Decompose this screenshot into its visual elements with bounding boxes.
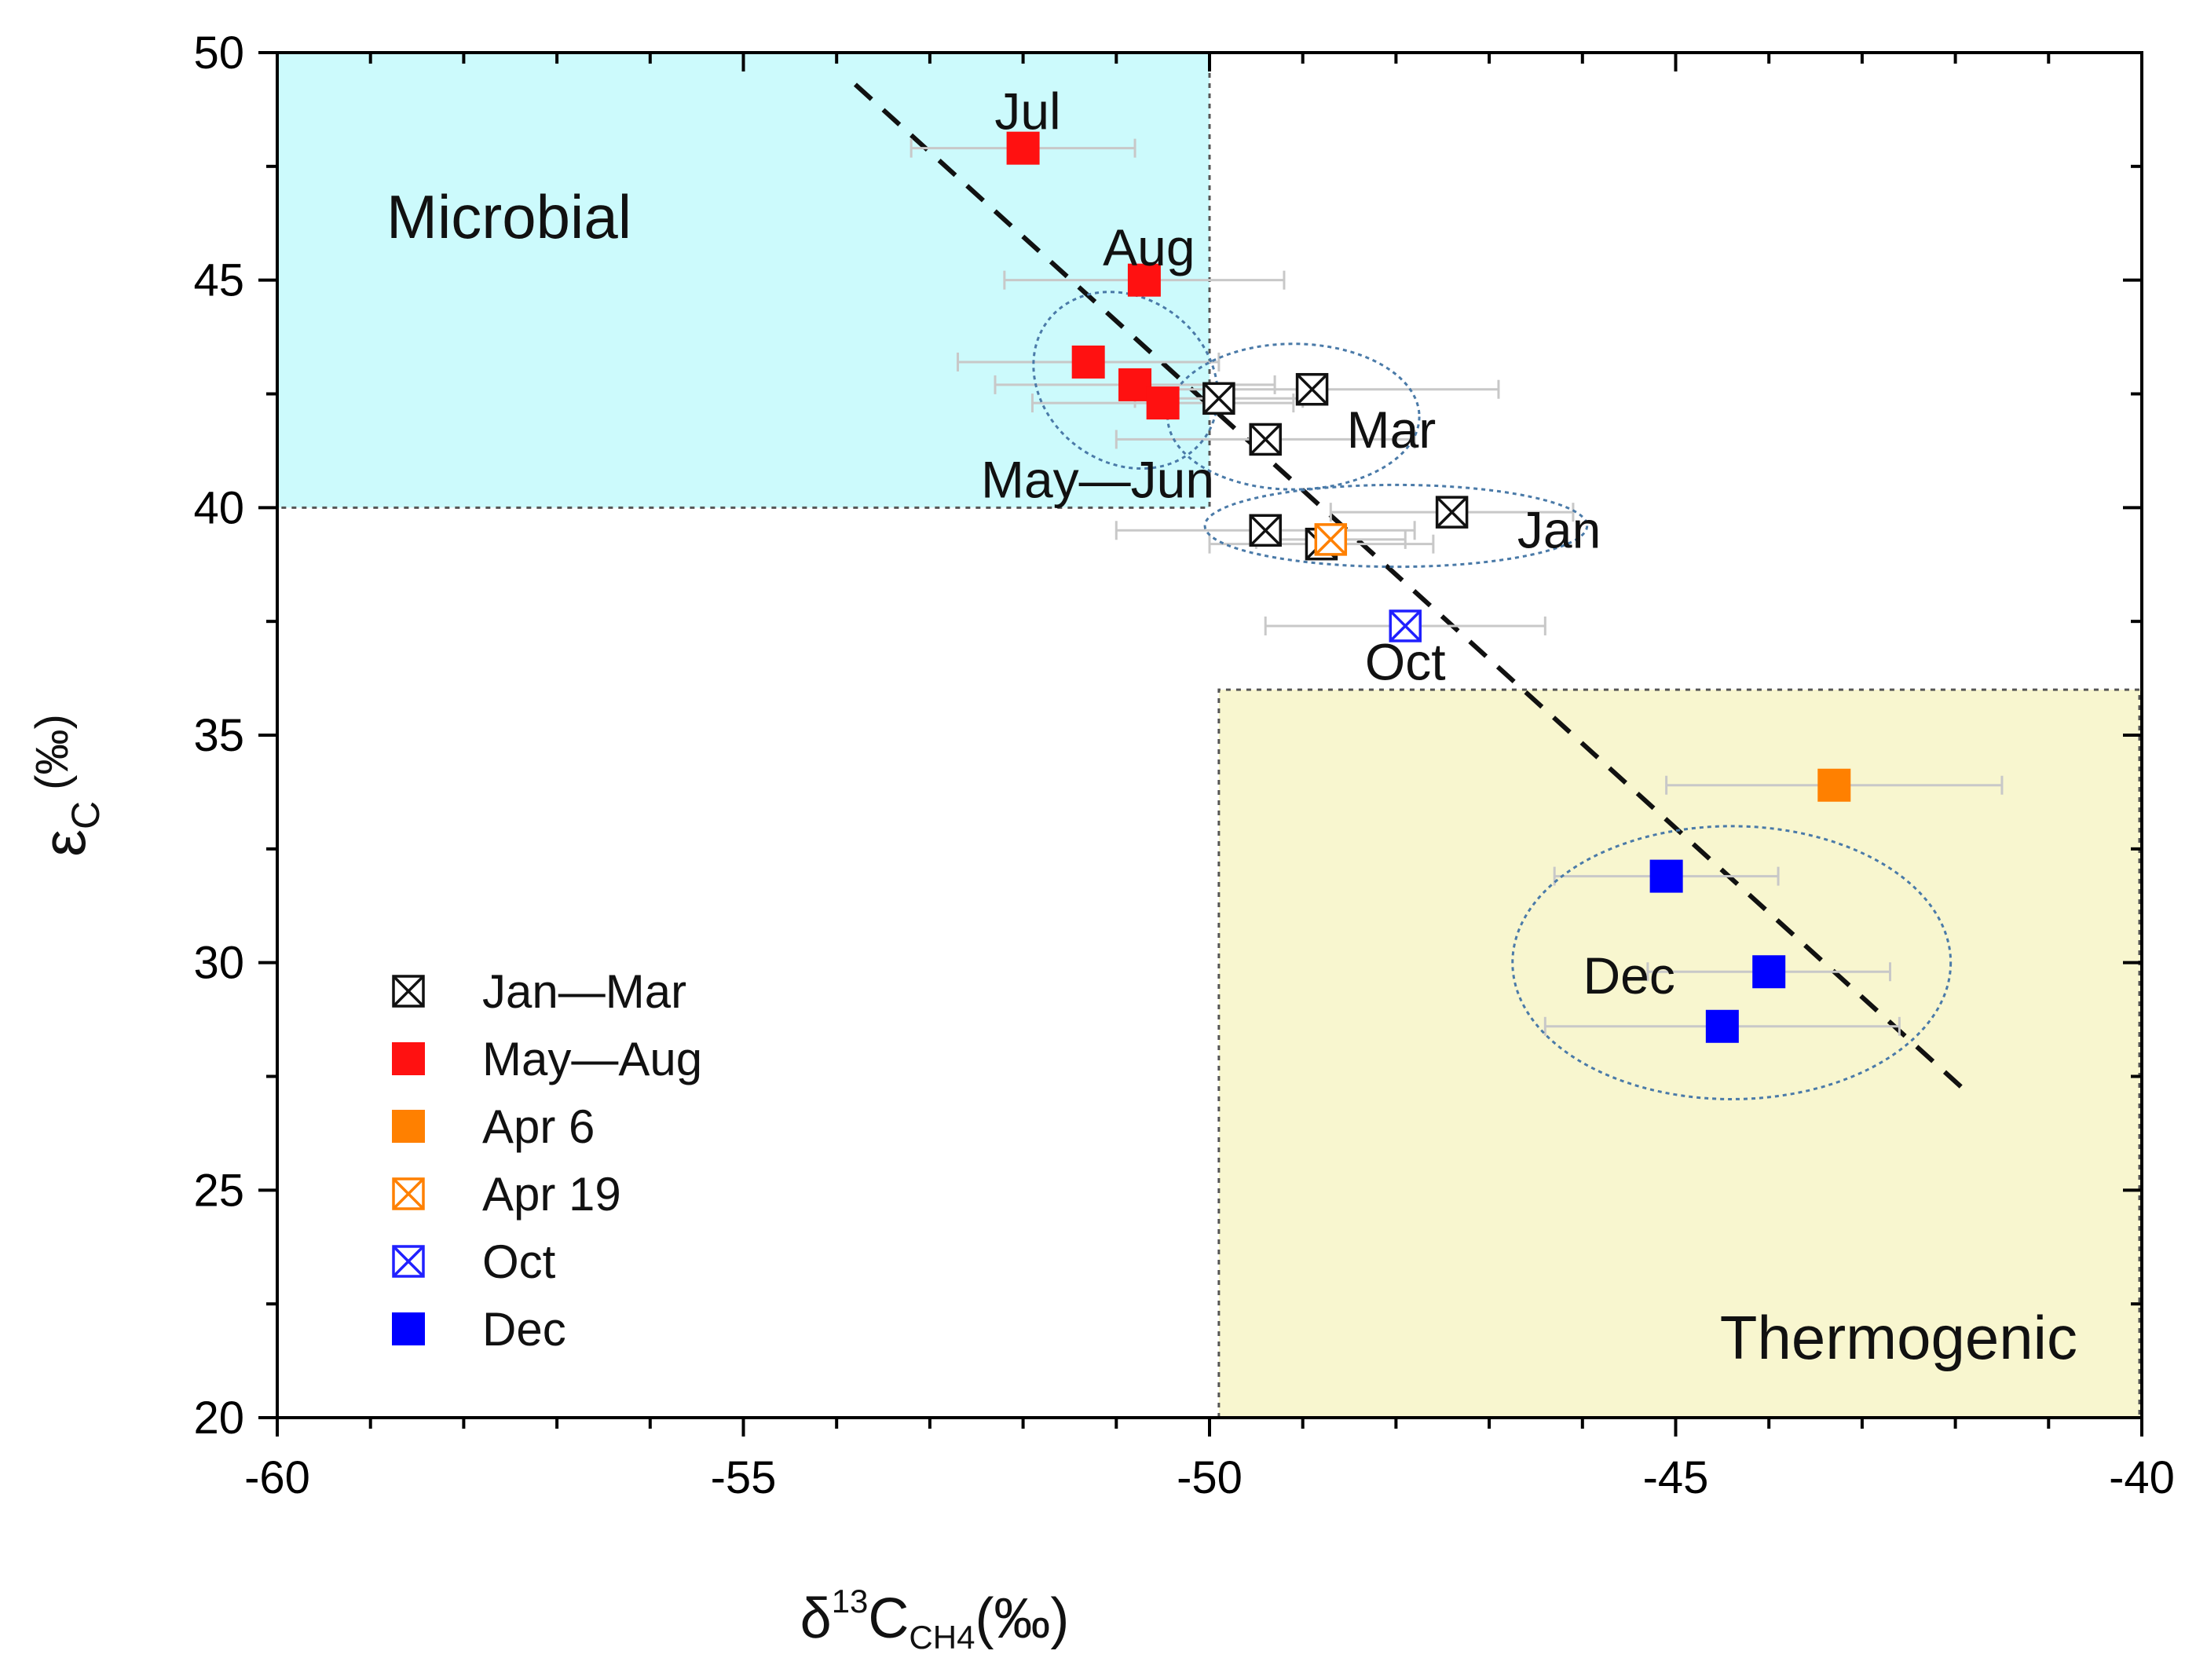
x-tick-label: -55 (711, 1452, 777, 1503)
legend-label: Jan—Mar (482, 965, 686, 1018)
point-jan-mar (1435, 496, 1469, 529)
point-jan-mar-cross-b (1436, 496, 1468, 529)
x-axis-title: δ13CCH4(‰) (800, 1583, 1070, 1656)
point-jan-mar-cross-b (1296, 373, 1328, 405)
y-axis-title-main: ε (29, 829, 98, 857)
region-thermogenic (1218, 690, 2142, 1418)
annotation-mar: Mar (1347, 401, 1437, 459)
point-apr-19-cross-b (1315, 523, 1347, 556)
x-tick-label: -40 (2109, 1452, 2175, 1503)
y-tick-label: 20 (193, 1393, 244, 1444)
point-may-aug (1146, 386, 1180, 420)
point-dec (1649, 859, 1683, 893)
region-label-microbial: Microbial (386, 182, 631, 251)
point-dec (1752, 955, 1786, 989)
y-tick-label: 50 (193, 27, 244, 79)
point-oct (1389, 609, 1422, 642)
legend-marker-jan-mar-cross-b (392, 975, 425, 1008)
thermogenic-border (1217, 688, 2141, 1418)
y-axis-title-sub: C (64, 801, 108, 829)
point-dec (1705, 1009, 1739, 1043)
x-axis-title-prefix: δ (800, 1587, 832, 1650)
ellipse-dec (1511, 825, 1953, 1100)
legend-marker-may-aug (392, 1042, 425, 1075)
point-may-aug (1006, 131, 1040, 165)
x-axis-title-sup: 13 (832, 1583, 869, 1620)
y-axis-title: εC (‰) (27, 714, 108, 857)
annotation-aug: Aug (1103, 218, 1195, 276)
legend-label: Apr 6 (482, 1100, 595, 1153)
legend-label: May—Aug (482, 1033, 702, 1085)
point-apr-19 (1314, 523, 1348, 556)
annotation-jan: Jan (1517, 500, 1601, 558)
annotation-jul: Jul (994, 82, 1060, 140)
annotation-oct: Oct (1365, 632, 1446, 690)
trend-line (853, 82, 1967, 1093)
point-oct-cross-b (1389, 609, 1422, 642)
y-tick-label: 40 (193, 482, 244, 533)
point-jan-mar (1202, 382, 1235, 415)
y-tick-label: 35 (193, 710, 244, 761)
legend-label: Oct (482, 1235, 556, 1288)
point-apr-6 (1817, 768, 1851, 802)
x-axis-title-main: C (868, 1587, 909, 1650)
x-axis-title-unit: (‰) (975, 1587, 1069, 1650)
point-may-aug (1071, 345, 1105, 379)
x-tick-label: -50 (1177, 1452, 1243, 1503)
x-tick-label: -45 (1643, 1452, 1709, 1503)
point-may-aug (1118, 368, 1152, 401)
legend-marker-apr-19-cross-b (392, 1177, 425, 1210)
point-jan-mar (1249, 423, 1282, 456)
legend-marker-apr-19 (392, 1177, 425, 1210)
x-tick-label: -60 (244, 1452, 310, 1503)
y-tick-label: 45 (193, 255, 244, 306)
y-tick-label: 25 (193, 1165, 244, 1216)
legend-marker-jan-mar (392, 975, 425, 1008)
legend-marker-oct-cross-b (392, 1245, 425, 1278)
y-axis-title-unit: (‰) (27, 714, 78, 790)
legend-label: Apr 19 (482, 1168, 621, 1221)
point-jan-mar-cross-b (1249, 514, 1282, 547)
microbial-border (277, 53, 1211, 509)
legend-label: Dec (482, 1303, 566, 1356)
ellipse-may-jun (1032, 291, 1220, 470)
point-jan-mar-cross-b (1249, 423, 1282, 456)
legend-marker-apr-6 (392, 1110, 425, 1143)
plot-frame (276, 51, 2143, 1419)
region-label-thermogenic: Thermogenic (1720, 1303, 2077, 1372)
x-axis-title-sub: CH4 (909, 1619, 975, 1656)
point-jan-mar-cross-b (1202, 382, 1235, 415)
annotation-dec: Dec (1583, 946, 1674, 1005)
point-may-aug (1127, 263, 1161, 297)
point-jan-mar (1295, 372, 1329, 406)
y-tick-label: 30 (193, 938, 244, 989)
legend-marker-dec (392, 1312, 425, 1345)
legend-marker-oct (392, 1245, 425, 1278)
ellipse-jan (1203, 483, 1589, 569)
point-jan-mar (1249, 514, 1282, 547)
annotation-may-jun: May—Jun (981, 451, 1214, 509)
